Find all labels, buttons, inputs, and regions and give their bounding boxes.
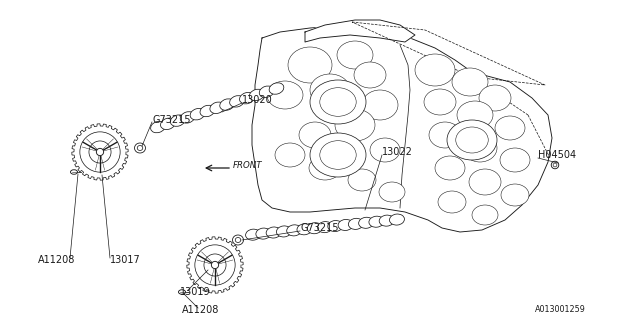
Ellipse shape bbox=[269, 83, 284, 94]
Ellipse shape bbox=[150, 121, 165, 133]
Text: 13019: 13019 bbox=[180, 287, 211, 297]
Ellipse shape bbox=[495, 116, 525, 140]
Ellipse shape bbox=[276, 226, 291, 237]
Ellipse shape bbox=[501, 184, 529, 206]
Ellipse shape bbox=[553, 163, 557, 167]
Polygon shape bbox=[252, 25, 552, 232]
Ellipse shape bbox=[447, 120, 497, 160]
Ellipse shape bbox=[259, 86, 274, 98]
Ellipse shape bbox=[250, 89, 264, 101]
Ellipse shape bbox=[469, 169, 501, 195]
Ellipse shape bbox=[338, 220, 353, 230]
Ellipse shape bbox=[379, 182, 405, 202]
Text: A11208: A11208 bbox=[38, 255, 76, 265]
Ellipse shape bbox=[297, 224, 312, 235]
Ellipse shape bbox=[379, 215, 394, 226]
Ellipse shape bbox=[354, 62, 386, 88]
Ellipse shape bbox=[200, 105, 214, 117]
Ellipse shape bbox=[362, 90, 398, 120]
Ellipse shape bbox=[275, 143, 305, 167]
Ellipse shape bbox=[435, 156, 465, 180]
Ellipse shape bbox=[310, 133, 366, 177]
Ellipse shape bbox=[348, 218, 364, 229]
Ellipse shape bbox=[320, 141, 356, 169]
Text: G73215: G73215 bbox=[152, 115, 191, 125]
Ellipse shape bbox=[287, 225, 301, 236]
Ellipse shape bbox=[204, 254, 226, 276]
Ellipse shape bbox=[190, 108, 205, 120]
Ellipse shape bbox=[337, 41, 373, 69]
Ellipse shape bbox=[328, 220, 343, 232]
Ellipse shape bbox=[317, 221, 333, 233]
Ellipse shape bbox=[390, 214, 404, 225]
Text: A11208: A11208 bbox=[182, 305, 220, 315]
Ellipse shape bbox=[415, 54, 455, 86]
Ellipse shape bbox=[239, 92, 254, 104]
Text: FRONT: FRONT bbox=[233, 161, 262, 170]
Ellipse shape bbox=[210, 102, 225, 114]
Ellipse shape bbox=[463, 134, 497, 162]
Polygon shape bbox=[305, 20, 415, 42]
Text: 13020: 13020 bbox=[242, 95, 273, 105]
Ellipse shape bbox=[299, 122, 331, 148]
Ellipse shape bbox=[309, 156, 341, 180]
Text: A013001259: A013001259 bbox=[535, 305, 586, 314]
Ellipse shape bbox=[369, 216, 384, 227]
Ellipse shape bbox=[137, 146, 143, 150]
Ellipse shape bbox=[134, 143, 145, 153]
Ellipse shape bbox=[429, 122, 461, 148]
Ellipse shape bbox=[320, 88, 356, 116]
Ellipse shape bbox=[179, 290, 186, 294]
Ellipse shape bbox=[232, 235, 243, 245]
Ellipse shape bbox=[170, 115, 185, 126]
Ellipse shape bbox=[246, 229, 260, 240]
Ellipse shape bbox=[348, 169, 376, 191]
Ellipse shape bbox=[479, 85, 511, 111]
Ellipse shape bbox=[551, 161, 559, 169]
Ellipse shape bbox=[220, 99, 234, 110]
Ellipse shape bbox=[80, 132, 120, 172]
Ellipse shape bbox=[180, 112, 195, 123]
Ellipse shape bbox=[307, 223, 322, 234]
Ellipse shape bbox=[89, 141, 111, 163]
Ellipse shape bbox=[97, 148, 104, 156]
Ellipse shape bbox=[472, 205, 498, 225]
Ellipse shape bbox=[424, 89, 456, 115]
Text: 13022: 13022 bbox=[382, 147, 413, 157]
Ellipse shape bbox=[456, 127, 488, 153]
Ellipse shape bbox=[195, 245, 235, 285]
Ellipse shape bbox=[370, 138, 400, 162]
Ellipse shape bbox=[335, 109, 375, 141]
Ellipse shape bbox=[288, 47, 332, 83]
Ellipse shape bbox=[70, 170, 77, 174]
Ellipse shape bbox=[452, 68, 488, 96]
Ellipse shape bbox=[438, 191, 466, 213]
Ellipse shape bbox=[310, 80, 366, 124]
Text: H04504: H04504 bbox=[538, 150, 576, 160]
Ellipse shape bbox=[266, 227, 281, 238]
Ellipse shape bbox=[161, 118, 175, 130]
Ellipse shape bbox=[500, 148, 530, 172]
Ellipse shape bbox=[211, 261, 219, 269]
Text: 13017: 13017 bbox=[110, 255, 141, 265]
Ellipse shape bbox=[230, 96, 244, 107]
Ellipse shape bbox=[457, 101, 493, 129]
Ellipse shape bbox=[256, 228, 271, 239]
Ellipse shape bbox=[358, 217, 374, 228]
Ellipse shape bbox=[267, 81, 303, 109]
Ellipse shape bbox=[236, 237, 241, 243]
Ellipse shape bbox=[310, 74, 350, 106]
Text: G73215: G73215 bbox=[300, 223, 339, 233]
